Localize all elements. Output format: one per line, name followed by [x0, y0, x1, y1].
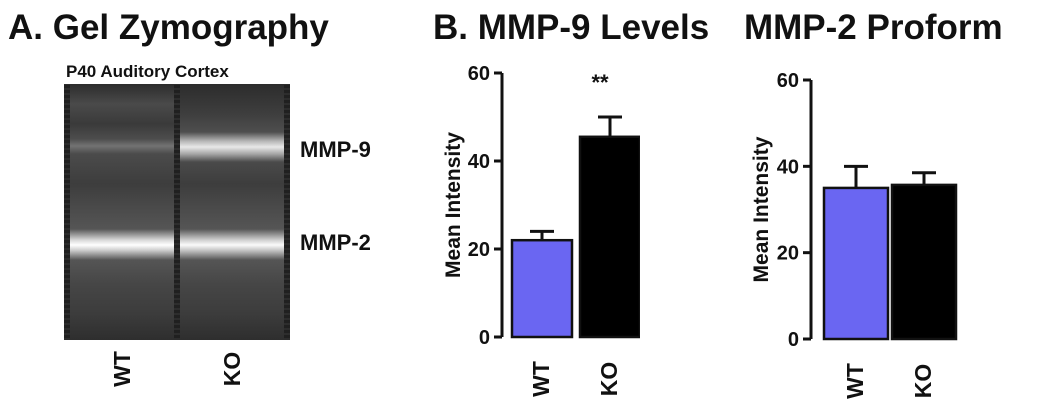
- mmp2-bar-chart: 0 20 40 60 Mean Intensity WT KO: [750, 70, 958, 399]
- y-tick-label: 20: [777, 243, 799, 265]
- x-tick-label-ko: KO: [596, 362, 622, 397]
- gel-lane-wt: [70, 84, 174, 340]
- band-label-mmp2: MMP-2: [300, 230, 371, 255]
- x-tick-label-ko: KO: [910, 364, 936, 399]
- chart2-title: MMP-2 Proform: [744, 8, 1003, 47]
- y-tick-label: 40: [777, 156, 799, 178]
- bar-wt: [822, 186, 890, 341]
- gel-subtitle: P40 Auditory Cortex: [66, 62, 229, 81]
- y-tick-label: 60: [777, 70, 799, 92]
- bar-wt: [510, 238, 574, 339]
- bar-ko: [578, 135, 640, 339]
- chart1-title: B. MMP-9 Levels: [433, 8, 710, 47]
- y-tick-label: 60: [468, 63, 490, 85]
- y-tick-label: 0: [479, 327, 490, 349]
- panel-a-title: A. Gel Zymography: [8, 8, 329, 47]
- y-tick-label: 0: [788, 329, 799, 351]
- mmp9-bar-chart: 0 20 40 60 Mean Intensity WT KO **: [442, 63, 640, 397]
- x-tick-label-wt: WT: [842, 363, 868, 399]
- band-label-mmp9: MMP-9: [300, 137, 371, 162]
- y-axis-label: Mean Intensity: [750, 136, 773, 282]
- x-tick-label-wt: WT: [528, 361, 554, 397]
- gel-lane-ko: [180, 84, 284, 340]
- lane-label-ko: KO: [219, 351, 245, 387]
- y-axis-label: Mean Intensity: [442, 132, 465, 278]
- y-tick-label: 40: [468, 151, 490, 173]
- lane-label-wt: WT: [109, 351, 135, 387]
- bar-ko: [890, 183, 958, 341]
- y-tick-label: 20: [468, 239, 490, 261]
- significance-annotation: **: [591, 70, 609, 95]
- gel-image: [64, 84, 290, 340]
